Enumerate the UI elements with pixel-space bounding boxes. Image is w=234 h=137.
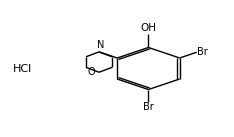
Text: Br: Br <box>143 102 154 112</box>
Text: OH: OH <box>140 23 156 33</box>
Text: O: O <box>87 67 95 77</box>
Text: Br: Br <box>197 47 208 57</box>
Text: HCl: HCl <box>13 64 33 73</box>
Text: N: N <box>96 40 104 50</box>
